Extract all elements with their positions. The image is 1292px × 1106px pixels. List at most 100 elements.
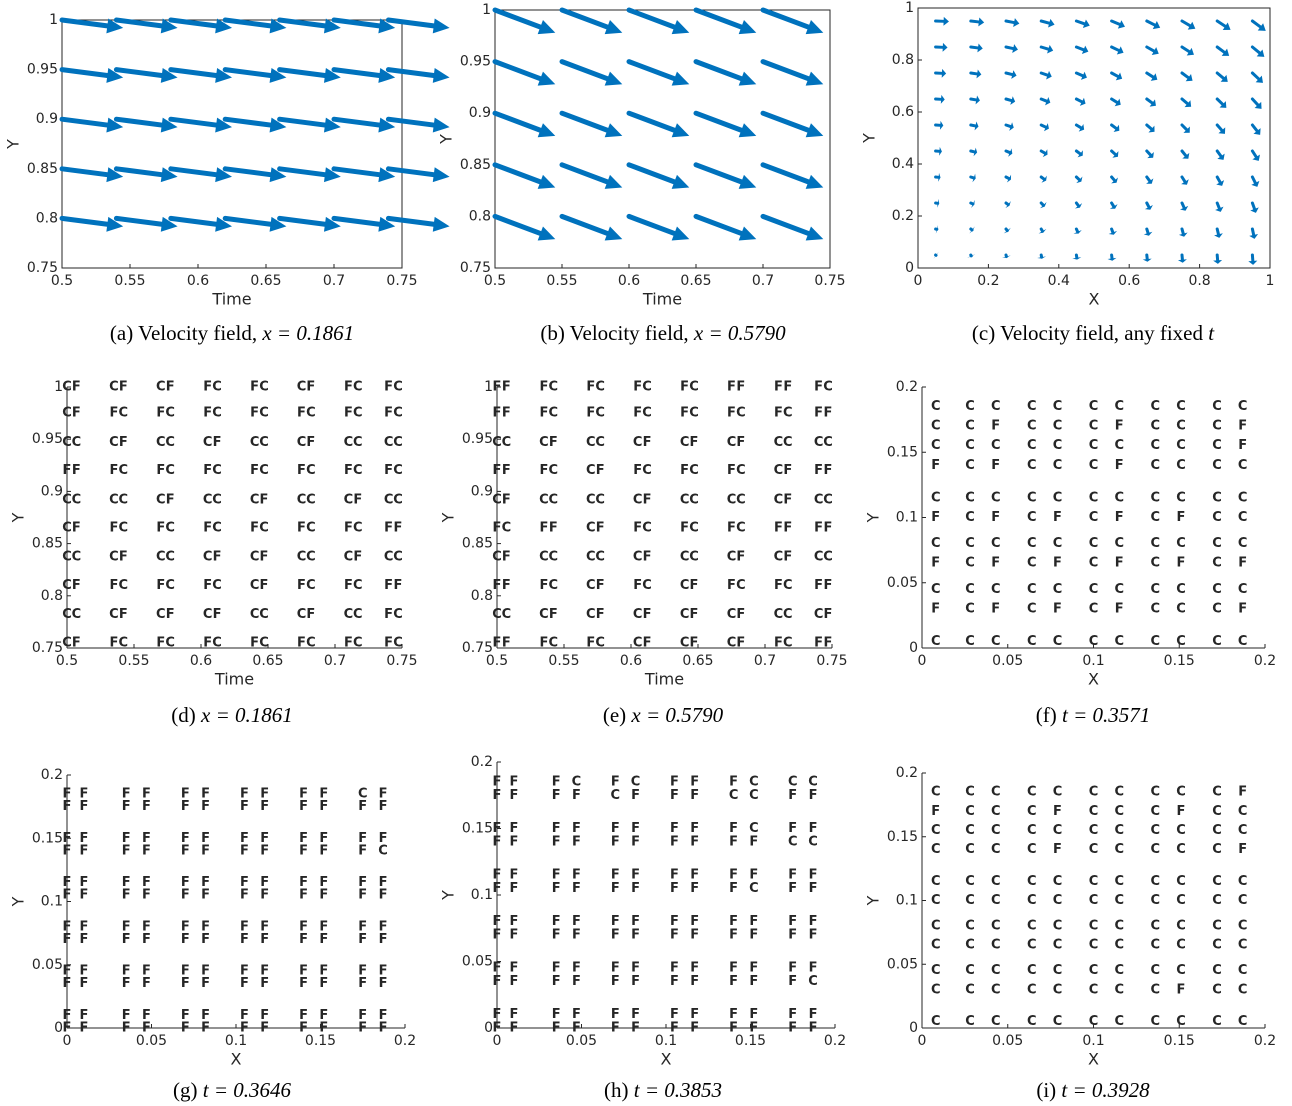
point-label: C [62, 406, 72, 421]
point-label: C [1053, 582, 1063, 597]
point-label: C [165, 435, 175, 450]
point-label: C [1089, 536, 1099, 551]
point-label: C [393, 406, 403, 421]
arrow-head [1043, 123, 1049, 132]
arrow [59, 67, 124, 83]
arrow [1039, 97, 1051, 106]
arrow-head [1250, 207, 1259, 213]
point-label: F [631, 834, 640, 849]
arrow-shaft [1004, 227, 1009, 233]
point-label: F [384, 406, 393, 421]
point-label: F [344, 520, 353, 535]
arrow-shaft [760, 162, 811, 185]
point-label: F [63, 964, 72, 979]
point-label: C [1027, 919, 1037, 934]
arrow-head [160, 117, 178, 133]
arrow-head [160, 18, 178, 34]
arrow [59, 215, 124, 232]
caption-part: (f) [1036, 703, 1062, 727]
point-label: C [1212, 938, 1222, 953]
point-label: F [783, 380, 792, 395]
arrow-shaft [1250, 97, 1260, 107]
point-label: F [297, 578, 306, 593]
arrow [1248, 253, 1258, 265]
point-label: F [631, 881, 640, 896]
point-label: F [319, 964, 328, 979]
point-label: C [586, 607, 596, 622]
point-label: C [306, 463, 316, 478]
x-tick-label: 0.2 [394, 1033, 416, 1049]
y-tick-label: 0 [905, 260, 914, 276]
caption: (g) t = 0.3646 [173, 1078, 292, 1102]
point-label: F [1177, 510, 1186, 525]
point-label: F [586, 635, 595, 650]
arrow [331, 116, 396, 133]
point-label: F [201, 831, 210, 846]
point-label: C [965, 823, 975, 838]
arrow-shaft [1215, 45, 1226, 54]
panel: 0 0.2 0.4 0.6 0.8 1 0 0.2 0.4 0.6 0.8 1 X Y (c) Veloci… [860, 0, 1275, 345]
point-label: F [931, 458, 940, 473]
arrow [1003, 227, 1011, 234]
point-label: F [493, 520, 502, 535]
point-label: F [358, 976, 367, 991]
caption-part: (a) Velocity field, [110, 321, 262, 345]
arrow-head [215, 167, 232, 183]
point-label: F [611, 1007, 620, 1022]
arrow [1072, 253, 1082, 260]
x-tick-label: 1 [1266, 273, 1275, 289]
point-label: C [633, 635, 643, 650]
point-label: F [690, 881, 699, 896]
arrow-head [432, 117, 450, 133]
point-label: F [384, 380, 393, 395]
point-label: F [142, 831, 151, 846]
point-label: F [539, 406, 548, 421]
point-label: F [493, 380, 502, 395]
arrow-shaft [168, 215, 219, 227]
point-label: C [1027, 893, 1037, 908]
arrow [492, 59, 556, 86]
arrow-head [537, 20, 556, 35]
arrow-head [1003, 227, 1011, 234]
arrow [113, 17, 178, 34]
arrow-shaft [1039, 149, 1047, 155]
point-label: F [379, 888, 388, 903]
point-label: F [319, 888, 328, 903]
y-tick-label: 0.8 [892, 52, 914, 68]
y-tick-label: 0.9 [41, 483, 63, 499]
arrow [1250, 201, 1259, 213]
point-label: F [201, 786, 210, 801]
point-label: F [166, 380, 175, 395]
arrow [1250, 123, 1261, 135]
arrow [693, 7, 757, 35]
point-label: F [79, 888, 88, 903]
arrow-head [938, 172, 941, 182]
point-label: F [63, 888, 72, 903]
x-axis-label: Time [211, 290, 251, 309]
point-label: F [824, 635, 833, 650]
point-label: F [201, 875, 210, 890]
arrow [1109, 201, 1118, 209]
point-label: C [1089, 823, 1099, 838]
point-label: F [201, 1021, 210, 1036]
point-label: F [240, 831, 249, 846]
point-label: F [670, 927, 679, 942]
point-label: F [119, 380, 128, 395]
point-label: F [631, 788, 640, 803]
point-label: C [642, 520, 652, 535]
point-label: F [1238, 419, 1247, 434]
point-label: F [736, 550, 745, 565]
point-label: F [63, 786, 72, 801]
arrow-shaft [559, 59, 610, 82]
arrow-head [1117, 20, 1125, 29]
arrow-head [738, 226, 757, 241]
point-label: F [611, 881, 620, 896]
arrow-head [1253, 128, 1261, 135]
point-label: F [643, 635, 652, 650]
point-label: F [79, 1008, 88, 1023]
point-label: C [344, 492, 354, 507]
point-label: F [181, 919, 190, 934]
point-label: F [611, 868, 620, 883]
arrow [934, 198, 940, 208]
arrow [559, 7, 623, 35]
